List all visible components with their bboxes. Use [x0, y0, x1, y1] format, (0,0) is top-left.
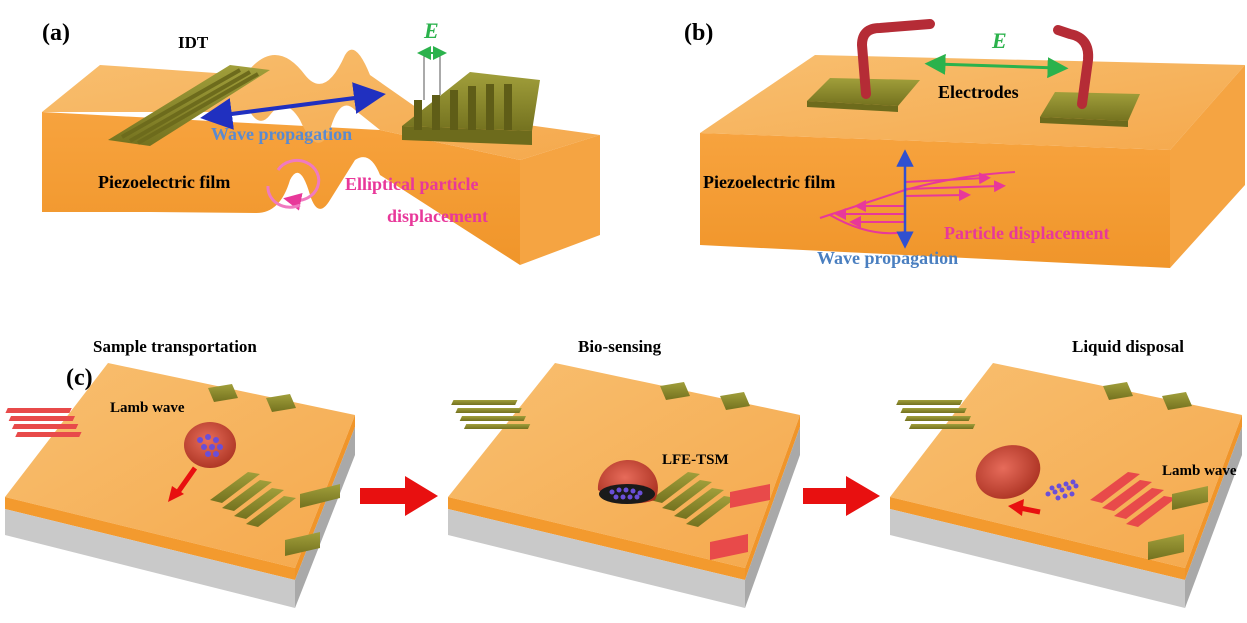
electrode-right: [1040, 92, 1140, 127]
step-1-particles: [197, 434, 223, 457]
step-3-lfe-idt: [896, 382, 1192, 429]
step-3-device-label: Lamb wave: [1162, 463, 1237, 479]
step-3-droplet: [975, 445, 1041, 499]
step-1-lfe-idt: [210, 472, 340, 556]
step-3-lamb-idt: [1090, 472, 1176, 527]
wire-left: [856, 19, 935, 99]
elliptical-label-line2: displacement: [387, 206, 488, 226]
step-2-pad-bottom: [710, 534, 748, 560]
step-1-motion-arrow: [173, 466, 198, 497]
step-2-device-label: LFE-TSM: [662, 452, 729, 468]
film-label-b: Piezoelectric film: [703, 172, 835, 192]
e-field-arrow-b: [924, 53, 1069, 79]
wave-label-a: Wave propagation: [211, 124, 352, 144]
panel-a-idt-right: E: [402, 18, 540, 145]
wave-label-b: Wave propagation: [817, 248, 958, 268]
step-2-title: Bio-sensing: [578, 337, 662, 356]
step-2-lamb-idt: [451, 382, 750, 429]
step-1-device: Lamb wave: [5, 363, 355, 608]
step-3-device: Lamb wave: [890, 363, 1242, 608]
panel-a-film-front: [42, 112, 520, 265]
panel-a-film-side: [520, 135, 600, 265]
step-3-motion-arrow: [1019, 505, 1041, 515]
panel-b: (b) E Electrodes P: [684, 19, 1245, 268]
step-2-particles: [609, 487, 643, 500]
film-label-a: Piezoelectric film: [98, 172, 230, 192]
wire-right: [1053, 25, 1094, 109]
step-3-particles: [1045, 479, 1079, 501]
step-2-lfe-idt: [650, 472, 736, 527]
process-arrow-2: [803, 476, 880, 516]
panel-b-tag: (b): [684, 20, 713, 46]
e-label-a: E: [423, 18, 439, 43]
panel-b-film-side: [1170, 65, 1245, 268]
step-1-lamb-idt: [5, 408, 82, 437]
idt-label: IDT: [178, 33, 209, 52]
step-2-device: LFE-TSM: [448, 363, 800, 608]
panel-a: (a) IDT: [42, 18, 600, 265]
step-3-title: Liquid disposal: [1072, 337, 1184, 356]
process-arrow-1: [360, 476, 438, 516]
panel-c-tag: (c): [66, 365, 93, 391]
panel-b-film-top: [700, 55, 1245, 150]
panel-a-tag: (a): [42, 20, 70, 46]
particle-label-b: Particle displacement: [944, 223, 1109, 243]
panel-c: (c) Sample transportation Bio-sensing Li…: [5, 337, 1242, 608]
panel-b-film-front: [700, 133, 1170, 268]
step-2-pad-top: [730, 484, 770, 508]
step-1-title: Sample transportation: [93, 337, 257, 356]
wave-arrow-a: [200, 82, 386, 130]
electrodes-label: Electrodes: [938, 82, 1019, 102]
elliptical-motion-icon: [266, 158, 321, 211]
step-1-device-label: Lamb wave: [110, 400, 185, 416]
elliptical-label-line1: Elliptical particle: [345, 174, 478, 194]
e-label-b: E: [991, 28, 1007, 53]
